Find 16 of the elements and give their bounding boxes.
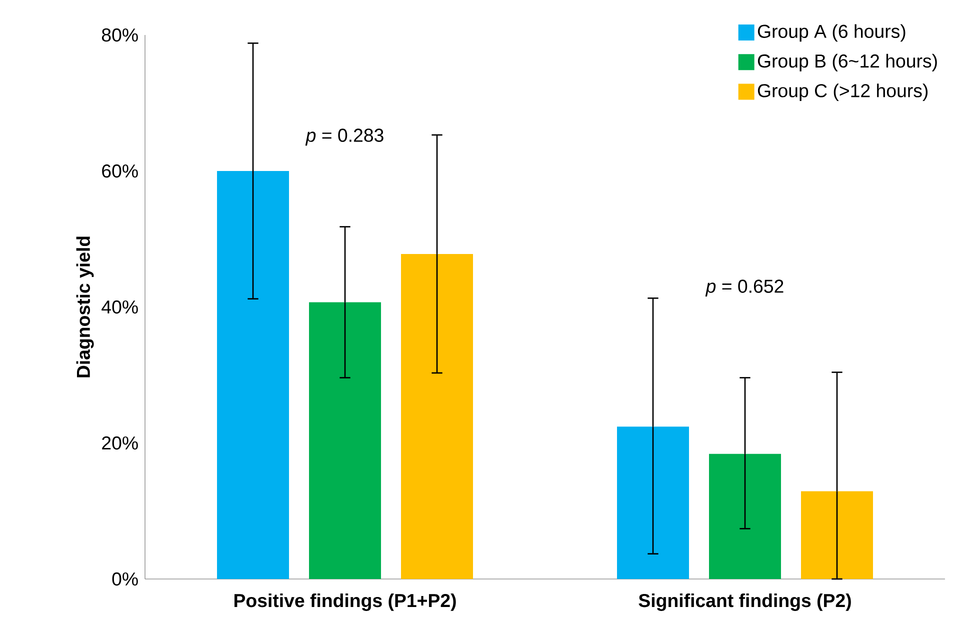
- y-tick-label: 80%: [102, 28, 138, 42]
- y-tick-label: 0%: [112, 572, 138, 586]
- bar: [217, 170, 290, 579]
- bar: [309, 302, 382, 579]
- annotation: p = 0.652: [705, 280, 784, 297]
- legend-label: Group C (>12 hours): [758, 84, 928, 101]
- x-tick-label: Positive findings (P1+P2): [234, 593, 456, 611]
- annotation: p = 0.283: [305, 128, 384, 146]
- legend-label: Group A (6 hours): [758, 24, 906, 42]
- y-tick-label: 20%: [102, 436, 138, 450]
- y-tick-label: 40%: [102, 300, 138, 314]
- bar: [401, 254, 474, 579]
- legend-label: Group B (6~12 hours): [758, 54, 937, 72]
- y-tick-label: 60%: [102, 164, 138, 178]
- y-axis-title: Diagnostic yield: [76, 236, 94, 378]
- x-tick-label: Significant findings (P2): [638, 593, 851, 611]
